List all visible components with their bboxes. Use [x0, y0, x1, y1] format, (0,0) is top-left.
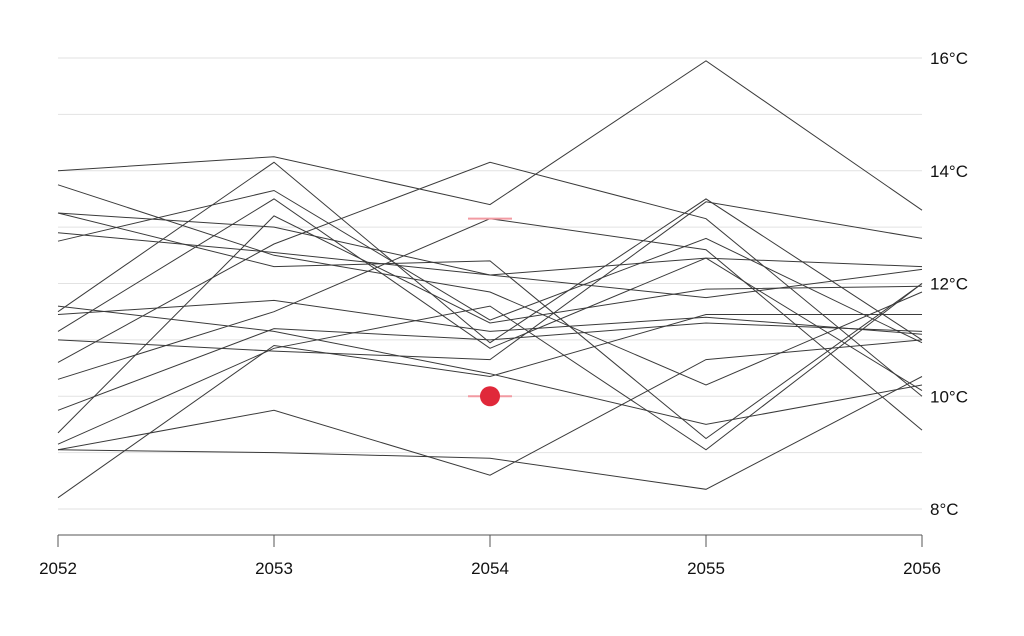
x-axis: 2052 2053 2054 2055 2056 — [39, 534, 941, 578]
series-line-7 — [57, 161, 923, 344]
y-tick-label: 14°C — [930, 162, 968, 181]
x-tick-label: 2055 — [687, 559, 725, 578]
series-line-11 — [57, 201, 923, 361]
series-line-6 — [57, 189, 923, 344]
series-line-2 — [57, 184, 923, 386]
series-line-14 — [57, 322, 923, 411]
x-tick-label: 2054 — [471, 559, 509, 578]
series-line-4 — [57, 212, 923, 440]
y-tick-label: 16°C — [930, 49, 968, 68]
series-line-16 — [57, 283, 923, 451]
highlight-group — [468, 217, 512, 407]
series-line-17 — [57, 339, 923, 476]
series-line-18 — [57, 376, 923, 490]
grid-lines — [58, 57, 922, 510]
series-line-12 — [57, 161, 923, 397]
series-line-15 — [57, 215, 923, 434]
x-tick-label: 2053 — [255, 559, 293, 578]
series-line-9 — [57, 305, 923, 425]
y-tick-label: 10°C — [930, 387, 968, 406]
series-line-19 — [57, 314, 922, 499]
series-line-1 — [57, 60, 923, 211]
highlight-dot — [480, 386, 500, 407]
series-lines — [57, 60, 923, 499]
y-tick-label: 8°C — [930, 500, 959, 519]
x-tick-label: 2056 — [903, 559, 941, 578]
y-tick-label: 12°C — [930, 275, 968, 294]
series-line-8 — [57, 198, 923, 392]
series-line-10 — [57, 299, 923, 335]
y-axis-labels: 8°C 10°C 12°C 14°C 16°C — [930, 49, 968, 519]
x-tick-label: 2052 — [39, 559, 77, 578]
